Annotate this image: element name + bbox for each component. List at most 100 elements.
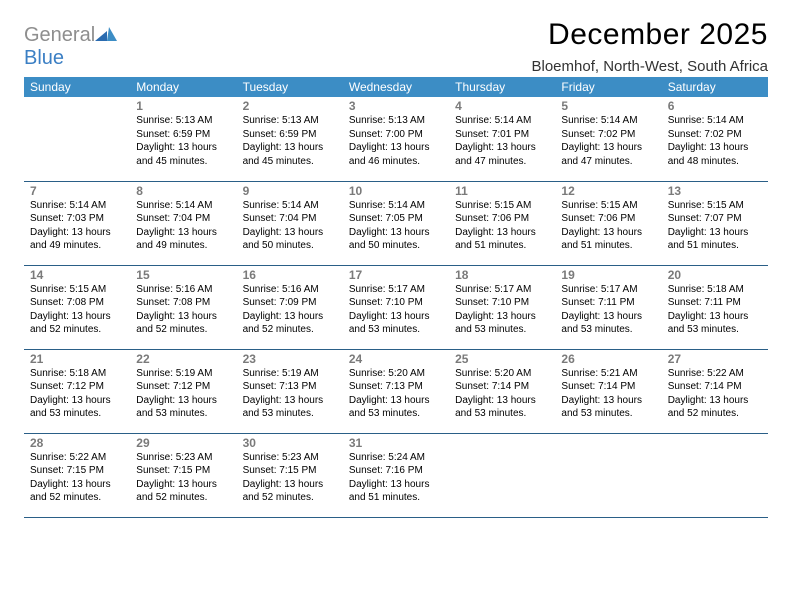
calendar-week-row: 21Sunrise: 5:18 AMSunset: 7:12 PMDayligh… <box>24 349 768 433</box>
day-info: Sunrise: 5:15 AMSunset: 7:06 PMDaylight:… <box>455 199 549 253</box>
calendar-day-cell: 11Sunrise: 5:15 AMSunset: 7:06 PMDayligh… <box>449 181 555 265</box>
day-info: Sunrise: 5:21 AMSunset: 7:14 PMDaylight:… <box>561 367 655 421</box>
calendar-day-cell: 18Sunrise: 5:17 AMSunset: 7:10 PMDayligh… <box>449 265 555 349</box>
day-header: Wednesday <box>343 77 449 97</box>
calendar-day-cell: 13Sunrise: 5:15 AMSunset: 7:07 PMDayligh… <box>662 181 768 265</box>
day-info: Sunrise: 5:16 AMSunset: 7:08 PMDaylight:… <box>136 283 230 337</box>
day-number: 29 <box>136 436 230 450</box>
day-header: Sunday <box>24 77 130 97</box>
day-info: Sunrise: 5:20 AMSunset: 7:14 PMDaylight:… <box>455 367 549 421</box>
day-number: 27 <box>668 352 762 366</box>
day-info: Sunrise: 5:19 AMSunset: 7:13 PMDaylight:… <box>243 367 337 421</box>
brand-part2: Blue <box>24 47 64 69</box>
day-info: Sunrise: 5:18 AMSunset: 7:12 PMDaylight:… <box>30 367 124 421</box>
day-number: 12 <box>561 184 655 198</box>
day-number: 4 <box>455 99 549 113</box>
day-info: Sunrise: 5:13 AMSunset: 6:59 PMDaylight:… <box>136 114 230 168</box>
day-header: Saturday <box>662 77 768 97</box>
calendar-day-cell: 12Sunrise: 5:15 AMSunset: 7:06 PMDayligh… <box>555 181 661 265</box>
calendar-day-cell <box>24 97 130 181</box>
day-info: Sunrise: 5:14 AMSunset: 7:02 PMDaylight:… <box>668 114 762 168</box>
day-number: 30 <box>243 436 337 450</box>
day-number: 9 <box>243 184 337 198</box>
day-info: Sunrise: 5:16 AMSunset: 7:09 PMDaylight:… <box>243 283 337 337</box>
brand-mark-icon <box>95 24 117 47</box>
day-info: Sunrise: 5:13 AMSunset: 7:00 PMDaylight:… <box>349 114 443 168</box>
calendar-day-cell: 22Sunrise: 5:19 AMSunset: 7:12 PMDayligh… <box>130 349 236 433</box>
day-info: Sunrise: 5:13 AMSunset: 6:59 PMDaylight:… <box>243 114 337 168</box>
day-info: Sunrise: 5:22 AMSunset: 7:14 PMDaylight:… <box>668 367 762 421</box>
day-number: 7 <box>30 184 124 198</box>
day-number: 2 <box>243 99 337 113</box>
day-number: 15 <box>136 268 230 282</box>
calendar-day-cell: 5Sunrise: 5:14 AMSunset: 7:02 PMDaylight… <box>555 97 661 181</box>
header: General Blue December 2025 Bloemhof, Nor… <box>24 18 768 75</box>
day-info: Sunrise: 5:17 AMSunset: 7:11 PMDaylight:… <box>561 283 655 337</box>
calendar-day-cell: 23Sunrise: 5:19 AMSunset: 7:13 PMDayligh… <box>237 349 343 433</box>
day-number: 18 <box>455 268 549 282</box>
calendar-week-row: 7Sunrise: 5:14 AMSunset: 7:03 PMDaylight… <box>24 181 768 265</box>
day-number: 22 <box>136 352 230 366</box>
day-info: Sunrise: 5:23 AMSunset: 7:15 PMDaylight:… <box>243 451 337 505</box>
day-number: 8 <box>136 184 230 198</box>
day-header: Tuesday <box>237 77 343 97</box>
day-info: Sunrise: 5:22 AMSunset: 7:15 PMDaylight:… <box>30 451 124 505</box>
day-info: Sunrise: 5:14 AMSunset: 7:03 PMDaylight:… <box>30 199 124 253</box>
calendar-body: 1Sunrise: 5:13 AMSunset: 6:59 PMDaylight… <box>24 97 768 517</box>
calendar-week-row: 14Sunrise: 5:15 AMSunset: 7:08 PMDayligh… <box>24 265 768 349</box>
day-header: Friday <box>555 77 661 97</box>
day-number: 6 <box>668 99 762 113</box>
day-number: 19 <box>561 268 655 282</box>
calendar-day-cell: 25Sunrise: 5:20 AMSunset: 7:14 PMDayligh… <box>449 349 555 433</box>
calendar-day-cell: 21Sunrise: 5:18 AMSunset: 7:12 PMDayligh… <box>24 349 130 433</box>
day-number: 20 <box>668 268 762 282</box>
day-info: Sunrise: 5:23 AMSunset: 7:15 PMDaylight:… <box>136 451 230 505</box>
calendar-week-row: 1Sunrise: 5:13 AMSunset: 6:59 PMDaylight… <box>24 97 768 181</box>
calendar-day-cell: 3Sunrise: 5:13 AMSunset: 7:00 PMDaylight… <box>343 97 449 181</box>
day-number: 31 <box>349 436 443 450</box>
day-info: Sunrise: 5:17 AMSunset: 7:10 PMDaylight:… <box>455 283 549 337</box>
calendar-day-cell <box>449 433 555 517</box>
calendar-day-cell: 10Sunrise: 5:14 AMSunset: 7:05 PMDayligh… <box>343 181 449 265</box>
calendar-day-cell: 14Sunrise: 5:15 AMSunset: 7:08 PMDayligh… <box>24 265 130 349</box>
calendar-day-cell: 15Sunrise: 5:16 AMSunset: 7:08 PMDayligh… <box>130 265 236 349</box>
day-info: Sunrise: 5:20 AMSunset: 7:13 PMDaylight:… <box>349 367 443 421</box>
brand-logo: General Blue <box>24 18 117 70</box>
day-number: 25 <box>455 352 549 366</box>
calendar-day-cell: 2Sunrise: 5:13 AMSunset: 6:59 PMDaylight… <box>237 97 343 181</box>
day-number: 23 <box>243 352 337 366</box>
day-header: Monday <box>130 77 236 97</box>
day-header-row: SundayMondayTuesdayWednesdayThursdayFrid… <box>24 77 768 97</box>
day-info: Sunrise: 5:18 AMSunset: 7:11 PMDaylight:… <box>668 283 762 337</box>
day-number: 3 <box>349 99 443 113</box>
calendar-day-cell: 7Sunrise: 5:14 AMSunset: 7:03 PMDaylight… <box>24 181 130 265</box>
day-info: Sunrise: 5:19 AMSunset: 7:12 PMDaylight:… <box>136 367 230 421</box>
title-block: December 2025 Bloemhof, North-West, Sout… <box>532 18 769 75</box>
month-title: December 2025 <box>532 18 769 52</box>
day-number: 13 <box>668 184 762 198</box>
day-info: Sunrise: 5:14 AMSunset: 7:04 PMDaylight:… <box>243 199 337 253</box>
calendar-day-cell: 19Sunrise: 5:17 AMSunset: 7:11 PMDayligh… <box>555 265 661 349</box>
day-number: 28 <box>30 436 124 450</box>
calendar-table: SundayMondayTuesdayWednesdayThursdayFrid… <box>24 77 768 518</box>
day-info: Sunrise: 5:15 AMSunset: 7:07 PMDaylight:… <box>668 199 762 253</box>
day-number: 1 <box>136 99 230 113</box>
calendar-day-cell: 16Sunrise: 5:16 AMSunset: 7:09 PMDayligh… <box>237 265 343 349</box>
calendar-day-cell: 30Sunrise: 5:23 AMSunset: 7:15 PMDayligh… <box>237 433 343 517</box>
day-number: 26 <box>561 352 655 366</box>
day-header: Thursday <box>449 77 555 97</box>
day-info: Sunrise: 5:15 AMSunset: 7:06 PMDaylight:… <box>561 199 655 253</box>
location-text: Bloemhof, North-West, South Africa <box>532 58 769 75</box>
calendar-day-cell: 31Sunrise: 5:24 AMSunset: 7:16 PMDayligh… <box>343 433 449 517</box>
day-number: 21 <box>30 352 124 366</box>
day-info: Sunrise: 5:14 AMSunset: 7:04 PMDaylight:… <box>136 199 230 253</box>
day-number: 17 <box>349 268 443 282</box>
calendar-day-cell: 20Sunrise: 5:18 AMSunset: 7:11 PMDayligh… <box>662 265 768 349</box>
calendar-day-cell: 26Sunrise: 5:21 AMSunset: 7:14 PMDayligh… <box>555 349 661 433</box>
calendar-week-row: 28Sunrise: 5:22 AMSunset: 7:15 PMDayligh… <box>24 433 768 517</box>
day-info: Sunrise: 5:15 AMSunset: 7:08 PMDaylight:… <box>30 283 124 337</box>
calendar-day-cell: 28Sunrise: 5:22 AMSunset: 7:15 PMDayligh… <box>24 433 130 517</box>
calendar-day-cell: 9Sunrise: 5:14 AMSunset: 7:04 PMDaylight… <box>237 181 343 265</box>
calendar-day-cell: 6Sunrise: 5:14 AMSunset: 7:02 PMDaylight… <box>662 97 768 181</box>
day-info: Sunrise: 5:17 AMSunset: 7:10 PMDaylight:… <box>349 283 443 337</box>
